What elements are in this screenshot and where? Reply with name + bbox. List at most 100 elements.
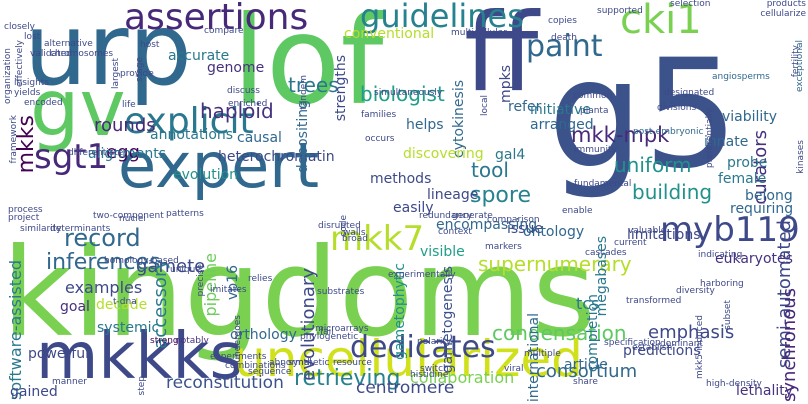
cloud-word: enable bbox=[562, 206, 593, 216]
cloud-word: discovering bbox=[403, 146, 484, 162]
cloud-word: organization bbox=[3, 48, 13, 104]
cloud-word: stage bbox=[135, 57, 145, 82]
cloud-word: spore bbox=[470, 183, 531, 208]
cloud-word: compare bbox=[204, 26, 244, 36]
cloud-word: innate bbox=[704, 134, 749, 150]
cloud-word: multicellular bbox=[451, 28, 507, 38]
cloud-word: context bbox=[438, 227, 472, 237]
cloud-word: manner bbox=[52, 377, 87, 387]
cloud-word: fertility bbox=[791, 45, 801, 78]
cloud-word: centromere bbox=[356, 378, 455, 398]
cloud-word: designated bbox=[664, 88, 715, 98]
cloud-word: validated bbox=[30, 49, 72, 59]
cloud-word: building bbox=[632, 180, 713, 204]
cloud-word: g5 bbox=[548, 28, 739, 202]
cloud-word: discuss bbox=[227, 86, 260, 96]
cloud-word: requiring bbox=[730, 201, 794, 217]
cloud-word: mkkks bbox=[36, 320, 243, 394]
cloud-word: markers bbox=[485, 242, 522, 252]
cloud-word: arranged bbox=[530, 117, 594, 133]
cloud-word: experiments bbox=[210, 352, 267, 362]
cloud-word: fail bbox=[320, 327, 334, 337]
cloud-word: lost bbox=[24, 32, 41, 42]
cloud-word: current bbox=[614, 238, 647, 248]
cloud-word: systemic bbox=[97, 320, 160, 336]
cloud-word: rounds bbox=[94, 115, 156, 136]
cloud-word: depositing bbox=[295, 100, 311, 174]
cloud-word: easily bbox=[393, 200, 434, 216]
cloud-word: establish bbox=[632, 343, 673, 353]
cloud-word: inferences bbox=[46, 250, 161, 275]
cloud-word: accurate bbox=[168, 48, 230, 64]
cloud-word: emphasis bbox=[648, 322, 735, 343]
cloud-word: annotations bbox=[150, 127, 234, 143]
cloud-word: indicating bbox=[698, 250, 743, 260]
cloud-word: homology-based bbox=[104, 256, 179, 266]
cloud-word: framework bbox=[9, 115, 19, 164]
cloud-word: reconstitution bbox=[166, 373, 284, 393]
cloud-word: process bbox=[8, 205, 43, 215]
cloud-word: comparison bbox=[487, 215, 540, 225]
cloud-word: lineage bbox=[427, 187, 479, 203]
cloud-word: strong bbox=[150, 336, 179, 346]
cloud-word: sgt1 bbox=[34, 137, 109, 177]
cloud-word: broad bbox=[342, 234, 368, 244]
cloud-word: ontology bbox=[523, 224, 585, 240]
cloud-word: belong bbox=[745, 188, 793, 204]
cloud-word: death bbox=[551, 33, 577, 43]
cloud-word: encoded bbox=[24, 98, 63, 108]
cloud-word: divisions bbox=[657, 103, 697, 113]
cloud-word: common bbox=[573, 91, 613, 101]
cloud-word: occurs bbox=[365, 134, 395, 144]
cloud-word: myb119 bbox=[660, 210, 800, 250]
cloud-word: assertions bbox=[124, 0, 309, 38]
cloud-word: provide bbox=[120, 69, 154, 79]
cloud-word: imitates bbox=[210, 285, 247, 295]
cloud-word: immunity bbox=[574, 145, 617, 155]
cloud-word: cki1 bbox=[620, 0, 702, 43]
cloud-word: copies bbox=[548, 16, 577, 26]
cloud-word: undergoes bbox=[233, 315, 243, 363]
cloud-word: haploid bbox=[200, 99, 274, 123]
cloud-word: tool bbox=[471, 158, 509, 182]
cloud-word: two-component bbox=[93, 211, 164, 221]
cloud-word: supported bbox=[597, 6, 643, 16]
cloud-word: viability bbox=[722, 109, 778, 125]
cloud-word: biologist bbox=[360, 82, 445, 106]
cloud-word: step bbox=[137, 376, 147, 396]
cloud-word: high-density bbox=[706, 379, 762, 389]
cloud-word: eukaryotes bbox=[715, 251, 793, 267]
cloud-word: gametogenesis bbox=[440, 266, 456, 374]
cloud-word: trees bbox=[288, 73, 339, 97]
cloud-word: host bbox=[140, 40, 160, 50]
cloud-word: closely bbox=[4, 22, 36, 32]
cloud-word: families bbox=[361, 110, 397, 120]
cloud-word: guidelines bbox=[360, 0, 524, 35]
cloud-word: mkk7 bbox=[330, 219, 425, 259]
cloud-word: project bbox=[8, 213, 40, 223]
cloud-word: paint bbox=[526, 29, 603, 64]
cloud-word: gamete bbox=[136, 256, 206, 277]
cloud-word: redundancy bbox=[419, 211, 473, 221]
cloud-word: t-dna bbox=[113, 297, 137, 307]
cloud-word: ff bbox=[464, 0, 539, 116]
cloud-word: lof bbox=[232, 0, 384, 132]
cloud-word: cellularize bbox=[760, 9, 806, 19]
cloud-word: selection bbox=[670, 0, 711, 9]
cloud-word: gained bbox=[10, 384, 58, 400]
cloud-word: notably bbox=[175, 336, 209, 346]
cloud-word: goal bbox=[60, 299, 90, 315]
cloud-word: generate bbox=[452, 211, 493, 221]
cloud-word: viral bbox=[504, 364, 524, 374]
cloud-word: uniform bbox=[614, 153, 692, 177]
cloud-word: tcs bbox=[576, 294, 600, 313]
cloud-word: consortium bbox=[536, 361, 638, 382]
cloud-word: expert bbox=[118, 129, 320, 202]
cloud-word: record bbox=[64, 224, 141, 252]
cloud-word: uncellularized bbox=[234, 330, 583, 388]
cloud-word: products bbox=[766, 0, 806, 9]
cloud-word: differentiate bbox=[68, 148, 124, 158]
cloud-word: orthology bbox=[230, 327, 297, 343]
cloud-word: multiple bbox=[524, 349, 561, 359]
cloud-word: explicit bbox=[124, 101, 254, 142]
